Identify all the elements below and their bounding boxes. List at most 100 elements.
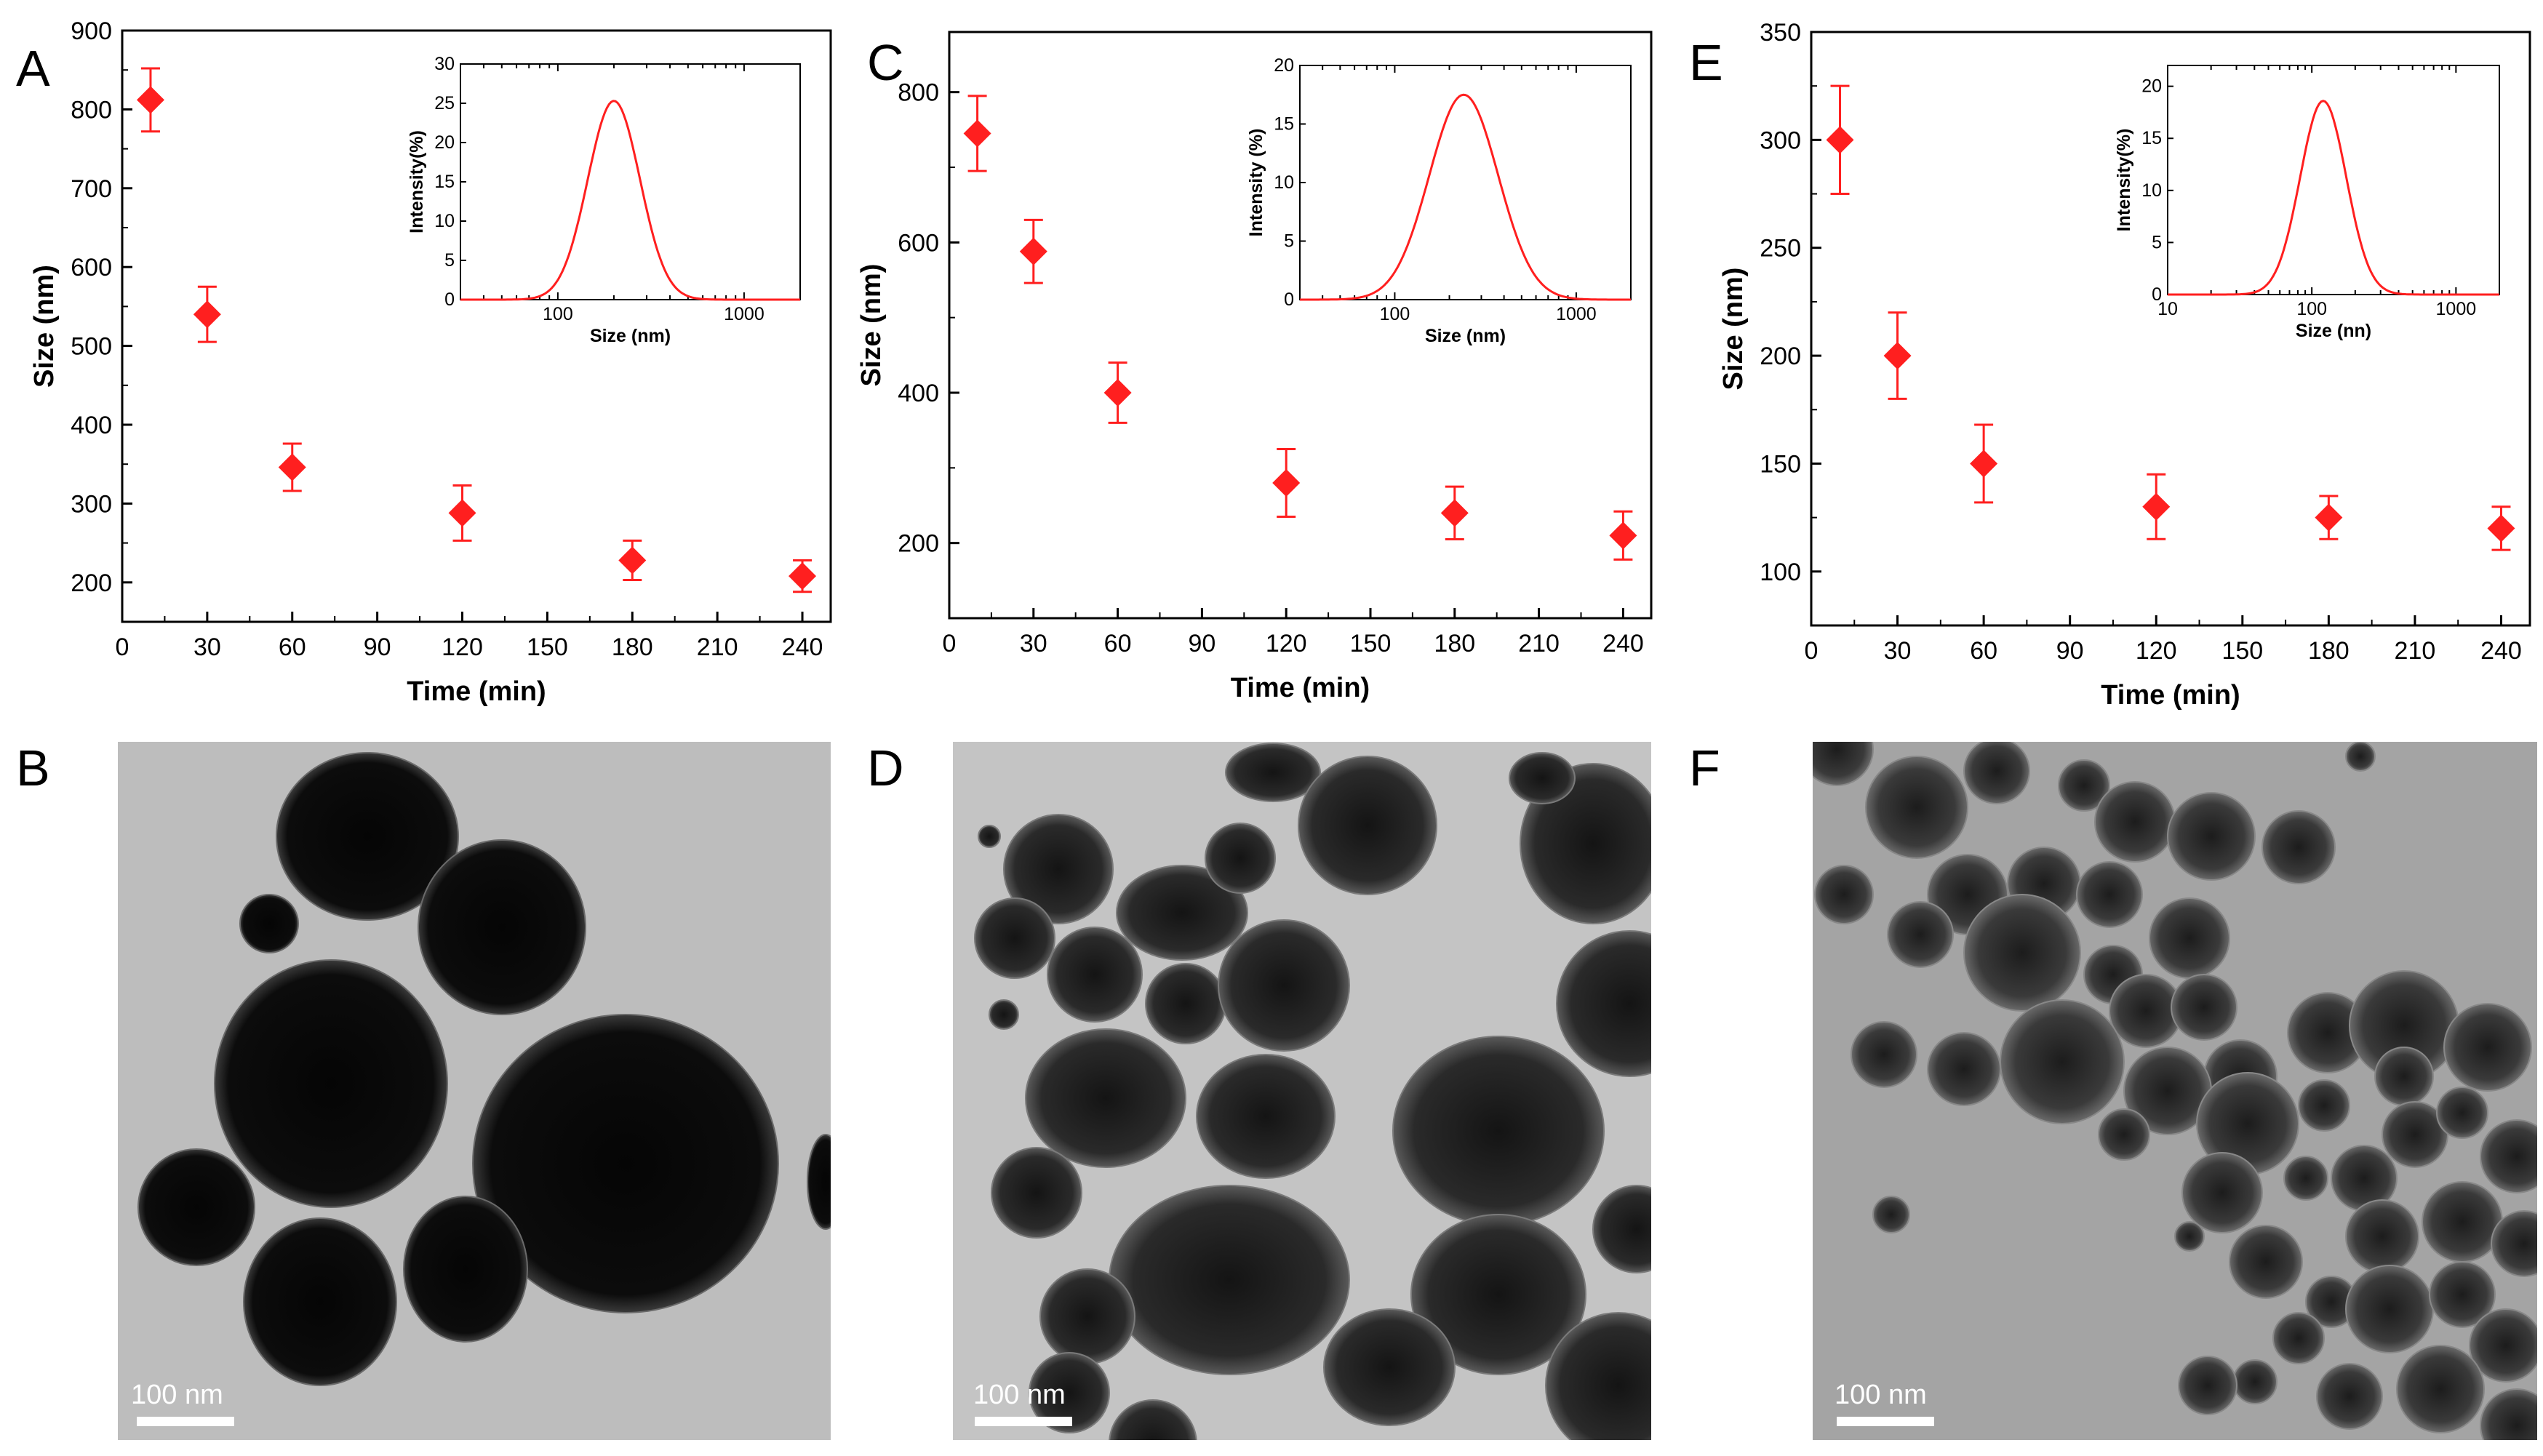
inset-y-title: Intensity(%) <box>2114 129 2134 232</box>
x-tick-label: 180 <box>612 633 653 661</box>
nanoparticle <box>2149 897 2230 979</box>
y-tick-label: 300 <box>71 490 112 518</box>
inset-y-tick-label: 5 <box>2152 232 2162 252</box>
nanoparticle <box>1851 1021 1917 1088</box>
nanoparticle <box>1963 894 2081 1012</box>
tem-image-f: 100 nm <box>1813 742 2537 1440</box>
nanoparticle <box>1109 1399 1197 1440</box>
data-point <box>1103 361 1132 424</box>
x-tick-label: 180 <box>1434 630 1475 657</box>
nanoparticle <box>2469 1308 2537 1383</box>
nanoparticle <box>1109 1185 1350 1375</box>
nanoparticle <box>1116 865 1248 961</box>
x-tick-label: 30 <box>1020 630 1047 657</box>
nanoparticle <box>2443 1003 2532 1092</box>
x-axis-title: Time (min) <box>1231 673 1370 703</box>
chart-a: 0 30 60 90 120 150 180 210 240200300400500600700… <box>29 17 832 707</box>
inset-y-tick-label: 0 <box>444 289 455 310</box>
y-tick-label: 250 <box>1760 235 1801 263</box>
inset-y-tick-label: 10 <box>1274 172 1294 193</box>
diamond-marker <box>1883 342 1912 370</box>
panel-label-f: F <box>1689 740 1720 796</box>
y-tick-label: 200 <box>1760 343 1801 370</box>
diamond-marker <box>1019 237 1047 265</box>
diamond-marker <box>789 562 817 591</box>
y-tick-label: 400 <box>898 380 939 407</box>
inset-distribution-curve <box>2168 100 2499 296</box>
diamond-marker <box>1609 521 1637 550</box>
diamond-marker <box>2487 514 2515 543</box>
nanoparticle <box>2058 759 2110 812</box>
x-tick-label: 120 <box>1266 630 1307 657</box>
diamond-marker <box>193 300 221 329</box>
nanoparticle <box>1520 763 1651 924</box>
inset-y-tick-label: 10 <box>2141 180 2162 201</box>
y-tick-label: 900 <box>71 17 112 45</box>
inset-x-tick-label: 1000 <box>724 304 765 324</box>
nanoparticle <box>1029 1352 1110 1433</box>
x-axis-title: Time (min) <box>407 676 546 707</box>
panel-label-d: D <box>867 740 904 796</box>
scale-bar-f <box>1837 1417 1934 1426</box>
data-point <box>963 95 991 172</box>
nanoparticle <box>1963 742 2030 804</box>
diamond-marker <box>1826 126 1854 154</box>
nanoparticle <box>2229 1225 2303 1299</box>
data-point <box>1826 84 1854 196</box>
y-tick-label: 700 <box>71 175 112 203</box>
y-tick-label: 100 <box>1760 559 1801 586</box>
data-point <box>1272 448 1301 518</box>
data-point <box>1883 311 1912 400</box>
diamond-marker <box>448 499 476 527</box>
y-tick-label: 400 <box>71 412 112 439</box>
nanoparticle <box>1205 823 1276 894</box>
inset-y-tick-label: 10 <box>434 211 455 231</box>
inset-y-title: Intensity (%) <box>1246 129 1266 237</box>
inset-x-title: Size (nn) <box>2296 321 2371 341</box>
data-point <box>2142 473 2171 540</box>
nanoparticle <box>276 752 459 921</box>
nanoparticle <box>403 1196 528 1343</box>
y-tick-label: 200 <box>71 569 112 597</box>
inset-x-title: Size (nm) <box>1425 326 1506 346</box>
x-tick-label: 240 <box>2480 637 2522 665</box>
x-tick-label: 30 <box>193 633 221 661</box>
scale-label-f: 100 nm <box>1835 1380 1927 1410</box>
inset-x-tick-label: 1000 <box>1556 304 1597 324</box>
scale-bar-b <box>137 1417 234 1426</box>
diamond-marker <box>1440 499 1469 527</box>
data-point <box>448 484 476 542</box>
diamond-marker <box>618 546 647 575</box>
nanoparticle <box>1927 1032 2001 1106</box>
y-axis-title: Size (nm) <box>1718 268 1749 391</box>
inset-frame <box>1299 65 1632 300</box>
nanoparticle <box>991 1147 1082 1239</box>
x-axis-title: Time (min) <box>2101 680 2240 711</box>
nanoparticle <box>1196 1054 1336 1179</box>
data-point <box>2487 505 2515 551</box>
inset-y-tick-label: 0 <box>1284 289 1294 310</box>
plot-frame <box>121 29 832 623</box>
chart-e: 0 30 60 90 120 150 180 210 240100150200250300350… <box>1718 19 2531 711</box>
diamond-marker <box>1272 469 1301 497</box>
nanoparticle <box>214 959 448 1208</box>
nanoparticle <box>978 825 1001 848</box>
diamond-marker <box>963 119 991 148</box>
data-point <box>789 559 817 593</box>
nanoparticle <box>1039 1268 1135 1364</box>
y-tick-label: 500 <box>71 333 112 361</box>
data-point <box>618 539 647 582</box>
nanoparticle <box>2491 1210 2537 1277</box>
nanoparticle <box>2382 1101 2448 1168</box>
inset-distribution-curve <box>1300 93 1631 301</box>
y-tick-label: 350 <box>1760 19 1801 47</box>
nanoparticle <box>1410 1214 1586 1375</box>
nanoparticle <box>239 894 299 953</box>
x-tick-label: 150 <box>527 633 568 661</box>
inset-y-tick-label: 30 <box>434 54 455 74</box>
data-point <box>136 67 164 133</box>
inset-y-tick-label: 0 <box>2152 284 2162 305</box>
inset-y-tick-label: 5 <box>1284 231 1294 252</box>
nanoparticle <box>1509 752 1576 804</box>
